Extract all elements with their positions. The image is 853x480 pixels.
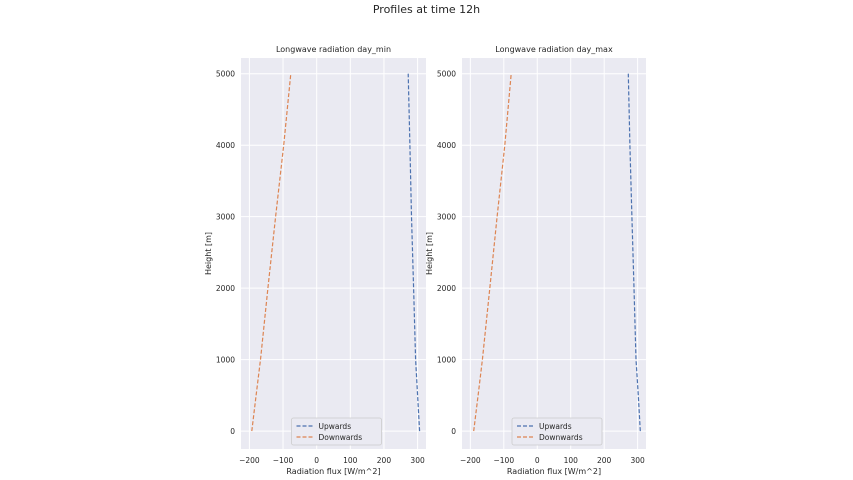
legend-box [511, 417, 603, 446]
y-tick-label: 1000 [216, 356, 235, 365]
y-tick-label: 0 [230, 427, 235, 436]
y-tick-label: 4000 [216, 141, 235, 150]
y-axis-label: Height [m] [204, 232, 213, 275]
x-tick-label: −200 [239, 456, 260, 465]
legend-box [291, 417, 382, 446]
y-tick-label: 2000 [216, 284, 235, 293]
x-axis-label: Radiation flux [W/m^2] [286, 467, 380, 476]
legend-label-upwards: Upwards [319, 422, 352, 431]
x-tick-label: −100 [273, 456, 294, 465]
y-tick-label: 5000 [437, 70, 456, 79]
y-tick-label: 3000 [216, 213, 235, 222]
axes-title: Longwave radiation day_min [276, 45, 391, 54]
x-tick-label: 300 [410, 456, 425, 465]
x-axis-label: Radiation flux [W/m^2] [507, 467, 601, 476]
x-tick-label: 200 [597, 456, 612, 465]
plot-area [462, 58, 646, 449]
x-tick-label: 100 [343, 456, 358, 465]
x-tick-label: −200 [460, 456, 481, 465]
legend-label-downwards: Downwards [539, 433, 583, 442]
x-tick-label: −100 [494, 456, 515, 465]
x-tick-label: 300 [630, 456, 645, 465]
y-tick-label: 2000 [437, 284, 456, 293]
x-tick-label: 200 [377, 456, 392, 465]
legend-label-upwards: Upwards [539, 422, 572, 431]
y-tick-label: 0 [451, 427, 456, 436]
y-axis-label: Height [m] [425, 232, 434, 275]
x-tick-label: 0 [314, 456, 319, 465]
subplot-day-min: −200 −100 0 100 200 300010002000300040005000L… [204, 45, 426, 476]
y-tick-label: 4000 [437, 141, 456, 150]
figure-title: Profiles at time 12h [373, 3, 480, 16]
plot-area [241, 58, 426, 449]
y-tick-label: 1000 [437, 356, 456, 365]
axes-title: Longwave radiation day_max [495, 45, 613, 54]
x-tick-label: 100 [564, 456, 579, 465]
x-tick-label: 0 [535, 456, 540, 465]
subplot-day-max: −200 −100 0 100 200 300010002000300040005000L… [425, 45, 646, 476]
legend-label-downwards: Downwards [319, 433, 363, 442]
y-tick-label: 5000 [216, 70, 235, 79]
y-tick-label: 3000 [437, 213, 456, 222]
